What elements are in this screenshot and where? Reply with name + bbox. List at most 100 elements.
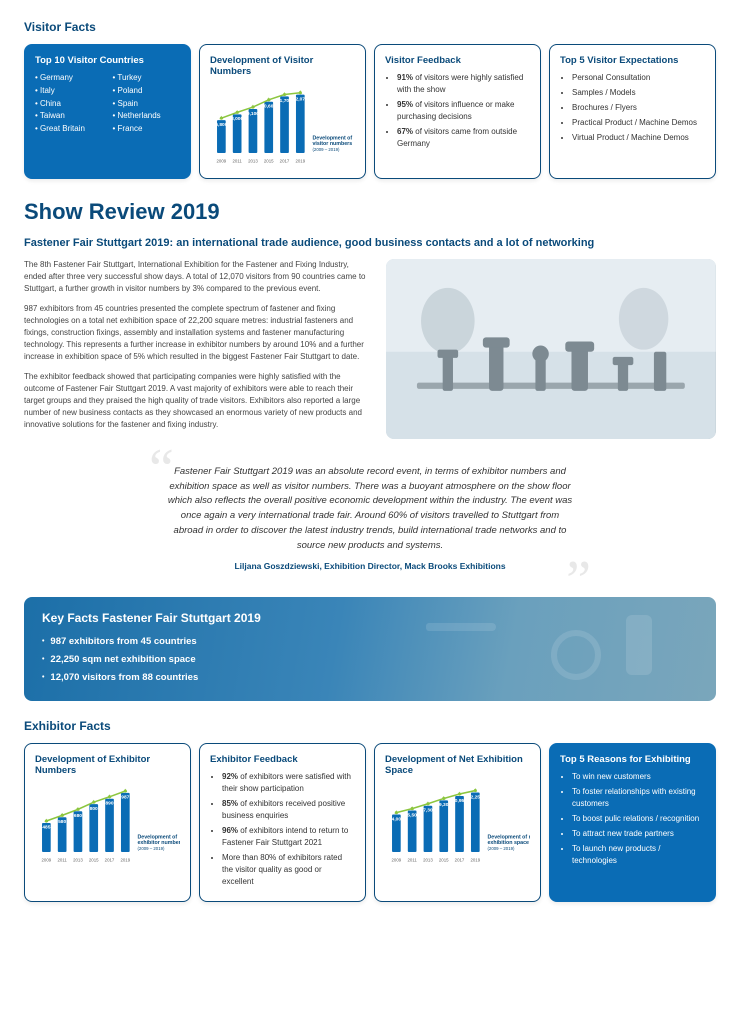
svg-text:2017: 2017 xyxy=(280,159,290,164)
list-item: To win new customers xyxy=(572,771,705,783)
svg-text:2019: 2019 xyxy=(295,159,305,164)
list-item: More than 80% of exhibitors rated the vi… xyxy=(222,852,355,888)
exhibitor-cards-row: Development of Exhibitor Numbers 485 2009… xyxy=(24,743,716,902)
svg-text:14,000: 14,000 xyxy=(389,817,404,823)
svg-text:485: 485 xyxy=(42,825,50,831)
review-text-column: The 8th Fastener Fair Stuttgart, Interna… xyxy=(24,259,370,439)
svg-text:2019: 2019 xyxy=(470,858,480,863)
svg-text:2013: 2013 xyxy=(73,858,83,863)
feedback-list: 92% of exhibitors were satisfied with th… xyxy=(210,771,355,888)
svg-text:12,070: 12,070 xyxy=(293,96,308,102)
svg-text:890: 890 xyxy=(105,801,113,807)
svg-text:2017: 2017 xyxy=(455,858,465,863)
list-item: To boost pulic relations / recognition xyxy=(572,813,705,825)
review-body: The 8th Fastener Fair Stuttgart, Interna… xyxy=(24,259,716,439)
review-paragraph: The exhibitor feedback showed that parti… xyxy=(24,371,370,431)
svg-text:2011: 2011 xyxy=(232,159,242,164)
card-title: Top 5 Visitor Expectations xyxy=(560,55,705,66)
svg-text:2017: 2017 xyxy=(105,858,115,863)
svg-text:8,000: 8,000 xyxy=(231,116,243,122)
visitor-numbers-chart-card: Development of Visitor Numbers 6,800 2009… xyxy=(199,44,366,179)
card-title: Exhibitor Feedback xyxy=(210,754,355,765)
show-review-heading: Show Review 2019 xyxy=(24,199,716,225)
list-item: Poland xyxy=(113,85,181,98)
svg-text:580: 580 xyxy=(58,820,66,826)
svg-text:680: 680 xyxy=(74,814,82,820)
list-item: 91% of visitors were highly satisfied wi… xyxy=(397,72,530,96)
card-title: Top 10 Visitor Countries xyxy=(35,55,180,66)
card-title: Development of Exhibitor Numbers xyxy=(35,754,180,776)
visitor-cards-row: Top 10 Visitor Countries GermanyItalyChi… xyxy=(24,44,716,179)
list-item: 92% of exhibitors were satisfied with th… xyxy=(222,771,355,795)
svg-text:987: 987 xyxy=(121,795,129,801)
list-item: 96% of exhibitors intend to return to Fa… xyxy=(222,825,355,849)
list-item: Spain xyxy=(113,98,181,111)
list-item: 95% of visitors influence or make purcha… xyxy=(397,99,530,123)
svg-text:2009: 2009 xyxy=(217,159,227,164)
svg-text:(2009 – 2019): (2009 – 2019) xyxy=(487,847,515,852)
reasons-list: To win new customers To foster relationsh… xyxy=(560,771,705,867)
visitor-facts-title: Visitor Facts xyxy=(24,20,716,34)
expectations-list: Personal Consultation Samples / Models Bro… xyxy=(560,72,705,144)
list-item: 67% of visitors came from outside German… xyxy=(397,126,530,150)
list-item: Brochures / Flyers xyxy=(572,102,705,114)
feedback-list: 91% of visitors were highly satisfied wi… xyxy=(385,72,530,150)
exhibitor-feedback-card: Exhibitor Feedback 92% of exhibitors wer… xyxy=(199,743,366,902)
list-item: Taiwan xyxy=(35,110,103,123)
list-item: Netherlands xyxy=(113,110,181,123)
list-item: France xyxy=(113,123,181,136)
svg-text:800: 800 xyxy=(90,806,98,812)
list-item: Italy xyxy=(35,85,103,98)
list-item: To foster relationships with existing cu… xyxy=(572,786,705,810)
card-title: Development of Visitor Numbers xyxy=(210,55,355,77)
quote-text: Fastener Fair Stuttgart 2019 was an abso… xyxy=(165,465,575,553)
list-item: Personal Consultation xyxy=(572,72,705,84)
country-list-col2: TurkeyPolandSpainNetherlandsFrance xyxy=(113,72,181,136)
svg-text:2013: 2013 xyxy=(423,858,433,863)
svg-text:2009: 2009 xyxy=(392,858,402,863)
svg-text:2009: 2009 xyxy=(42,858,52,863)
country-list-col1: GermanyItalyChinaTaiwanGreat Britain xyxy=(35,72,103,136)
visitor-expectations-card: Top 5 Visitor Expectations Personal Cons… xyxy=(549,44,716,179)
svg-text:2019: 2019 xyxy=(120,858,130,863)
exhibitor-dev-chart: 4852009580201168020138002015890201798720… xyxy=(35,780,180,865)
svg-text:(2009 – 2019): (2009 – 2019) xyxy=(137,847,165,852)
top-visitor-countries-card: Top 10 Visitor Countries GermanyItalyChi… xyxy=(24,44,191,179)
list-item: To attract new trade partners xyxy=(572,828,705,840)
exhibitor-facts-title: Exhibitor Facts xyxy=(24,719,716,733)
visitor-dev-chart: 6,800 2009 8,000 2011 9,100 2013 10,600 2015 11,… xyxy=(210,81,355,166)
svg-text:2015: 2015 xyxy=(439,858,449,863)
show-review-subheading: Fastener Fair Stuttgart 2019: an interna… xyxy=(24,237,716,249)
svg-text:19,300: 19,300 xyxy=(436,803,451,809)
svg-text:2015: 2015 xyxy=(89,858,99,863)
list-item: Turkey xyxy=(113,72,181,85)
svg-text:15,500: 15,500 xyxy=(405,813,420,819)
svg-text:10,600: 10,600 xyxy=(261,104,276,110)
list-item: 85% of exhibitors received positive busi… xyxy=(222,798,355,822)
list-item: Germany xyxy=(35,72,103,85)
svg-text:2015: 2015 xyxy=(264,159,274,164)
review-paragraph: The 8th Fastener Fair Stuttgart, Interna… xyxy=(24,259,370,295)
list-item: Virtual Product / Machine Demos xyxy=(572,132,705,144)
space-dev-chart: 14,000200915,500201117,300201319,3002015… xyxy=(385,780,530,865)
card-title: Visitor Feedback xyxy=(385,55,530,66)
list-item: Great Britain xyxy=(35,123,103,136)
list-item: Practical Product / Machine Demos xyxy=(572,117,705,129)
svg-text:(2009 – 2019): (2009 – 2019) xyxy=(312,147,340,152)
svg-text:6,800: 6,800 xyxy=(215,122,227,128)
quote-attribution: Liljana Goszdziewski, Exhibition Directo… xyxy=(165,561,575,571)
review-paragraph: 987 exhibitors from 45 countries present… xyxy=(24,303,370,363)
key-facts-banner: Key Facts Fastener Fair Stuttgart 2019 9… xyxy=(24,597,716,701)
list-item: Samples / Models xyxy=(572,87,705,99)
quote-block: Fastener Fair Stuttgart 2019 was an abso… xyxy=(155,457,585,579)
svg-text:9,100: 9,100 xyxy=(247,111,259,117)
top-reasons-exhibiting-card: Top 5 Reasons for Exhibiting To win new … xyxy=(549,743,716,902)
svg-text:17,300: 17,300 xyxy=(421,808,436,814)
card-title: Development of Net Exhibition Space xyxy=(385,754,530,776)
svg-text:2013: 2013 xyxy=(248,159,258,164)
visitor-feedback-card: Visitor Feedback 91% of visitors were hi… xyxy=(374,44,541,179)
svg-text:11,700: 11,700 xyxy=(277,98,292,104)
exhibitor-numbers-chart-card: Development of Exhibitor Numbers 485 2009… xyxy=(24,743,191,902)
card-title: Top 5 Reasons for Exhibiting xyxy=(560,754,705,765)
svg-text:20,950: 20,950 xyxy=(452,798,467,804)
